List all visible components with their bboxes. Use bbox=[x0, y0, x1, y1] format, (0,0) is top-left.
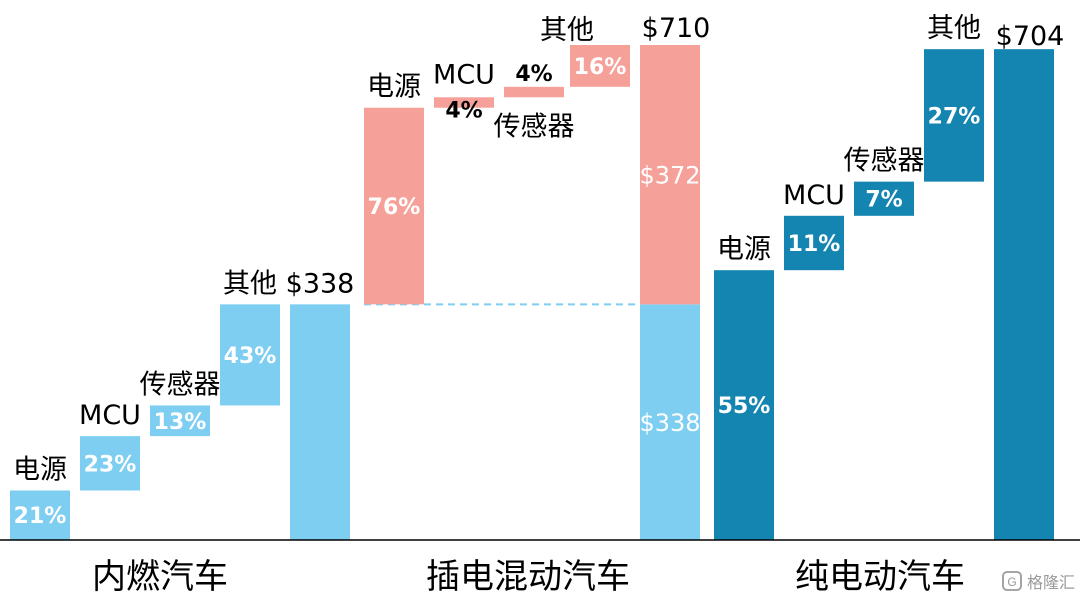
phev-sensor-pct-label: 4% bbox=[515, 62, 552, 87]
ev-other-pct-label: 27% bbox=[928, 104, 981, 129]
watermark-text: 格隆汇 bbox=[1027, 573, 1075, 592]
phev-mcu-pct-label: 4% bbox=[445, 98, 482, 123]
ev-total-label: $704 bbox=[996, 21, 1065, 52]
ice-other-name-label: 其他 bbox=[223, 268, 277, 299]
phev-power-pct-label: 76% bbox=[368, 195, 421, 220]
watermark: G 格隆汇 bbox=[1003, 572, 1075, 592]
ice-mcu-name-label: MCU bbox=[79, 400, 141, 431]
ev-category-label: 纯电动汽车 bbox=[795, 557, 965, 597]
phev-total-segment-label-0: $338 bbox=[639, 409, 700, 437]
ice-category-label: 内燃汽车 bbox=[92, 557, 228, 597]
ev-mcu-pct-label: 11% bbox=[788, 232, 841, 257]
ev-sensor-pct-label: 7% bbox=[865, 188, 902, 213]
ice-sensor-pct-label: 13% bbox=[154, 410, 207, 435]
category-labels: 内燃汽车 插电混动汽车 纯电动汽车 bbox=[92, 557, 965, 597]
phev-total-label: $710 bbox=[642, 13, 711, 44]
ev-sensor-name-label: 传感器 bbox=[844, 146, 925, 177]
ice-mcu-pct-label: 23% bbox=[84, 452, 137, 477]
ice-other-pct-label: 43% bbox=[224, 344, 277, 369]
ev-power-pct-label: 55% bbox=[718, 394, 771, 419]
ev-power-name-label: 电源 bbox=[717, 234, 771, 265]
gelonghui-logo-icon-glyph: G bbox=[1007, 575, 1016, 589]
phev-sensor-name-label: 传感器 bbox=[494, 111, 575, 142]
phev-total-segment-label-1: $372 bbox=[639, 162, 700, 190]
phev-mcu-name-label: MCU bbox=[433, 59, 495, 90]
ev-total-bar bbox=[994, 49, 1054, 540]
phev-other-pct-label: 16% bbox=[574, 55, 627, 80]
ice-total-label: $338 bbox=[286, 268, 355, 299]
phev-category-label: 插电混动汽车 bbox=[426, 557, 630, 597]
ice-total-bar bbox=[290, 304, 350, 540]
ice-power-name-label: 电源 bbox=[13, 454, 67, 485]
phev-sensor-bar bbox=[504, 87, 564, 97]
ice-power-pct-label: 21% bbox=[14, 504, 67, 529]
ev-mcu-name-label: MCU bbox=[783, 180, 845, 211]
phev-power-name-label: 电源 bbox=[367, 72, 421, 103]
ev-other-name-label: 其他 bbox=[927, 13, 981, 44]
phev-other-name-label: 其他 bbox=[540, 15, 594, 46]
ice-sensor-name-label: 传感器 bbox=[140, 369, 221, 400]
